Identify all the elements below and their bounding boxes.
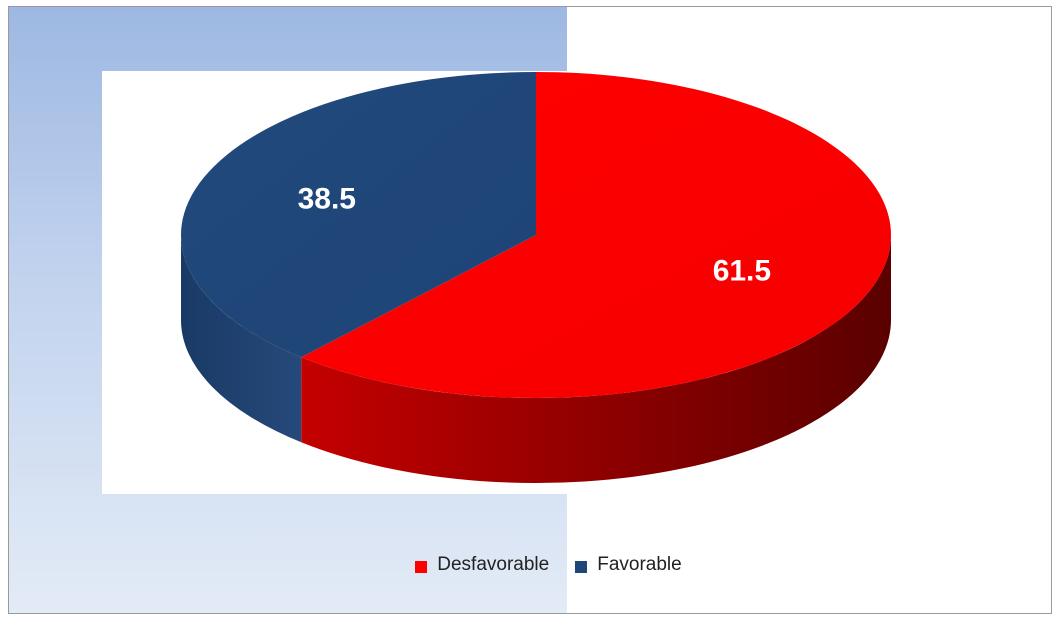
chart-frame: 61.5 38.5 Desfavorable Favorable xyxy=(8,6,1052,614)
pie-tops xyxy=(181,72,891,398)
legend-label-desfavorable: Desfavorable xyxy=(437,555,549,575)
legend-swatch-favorable xyxy=(575,561,587,573)
legend-item-favorable: Favorable xyxy=(575,555,682,575)
legend-label-favorable: Favorable xyxy=(597,555,682,575)
legend: Desfavorable Favorable xyxy=(9,555,1052,575)
pie-chart: 61.5 38.5 xyxy=(9,7,1052,614)
data-label-favorable: 38.5 xyxy=(298,183,356,216)
legend-item-desfavorable: Desfavorable xyxy=(415,555,549,575)
data-label-desfavorable: 61.5 xyxy=(713,255,771,288)
legend-swatch-desfavorable xyxy=(415,561,427,573)
